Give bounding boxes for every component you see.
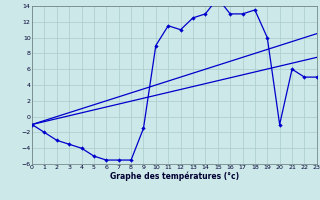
X-axis label: Graphe des températures (°c): Graphe des températures (°c) xyxy=(110,172,239,181)
